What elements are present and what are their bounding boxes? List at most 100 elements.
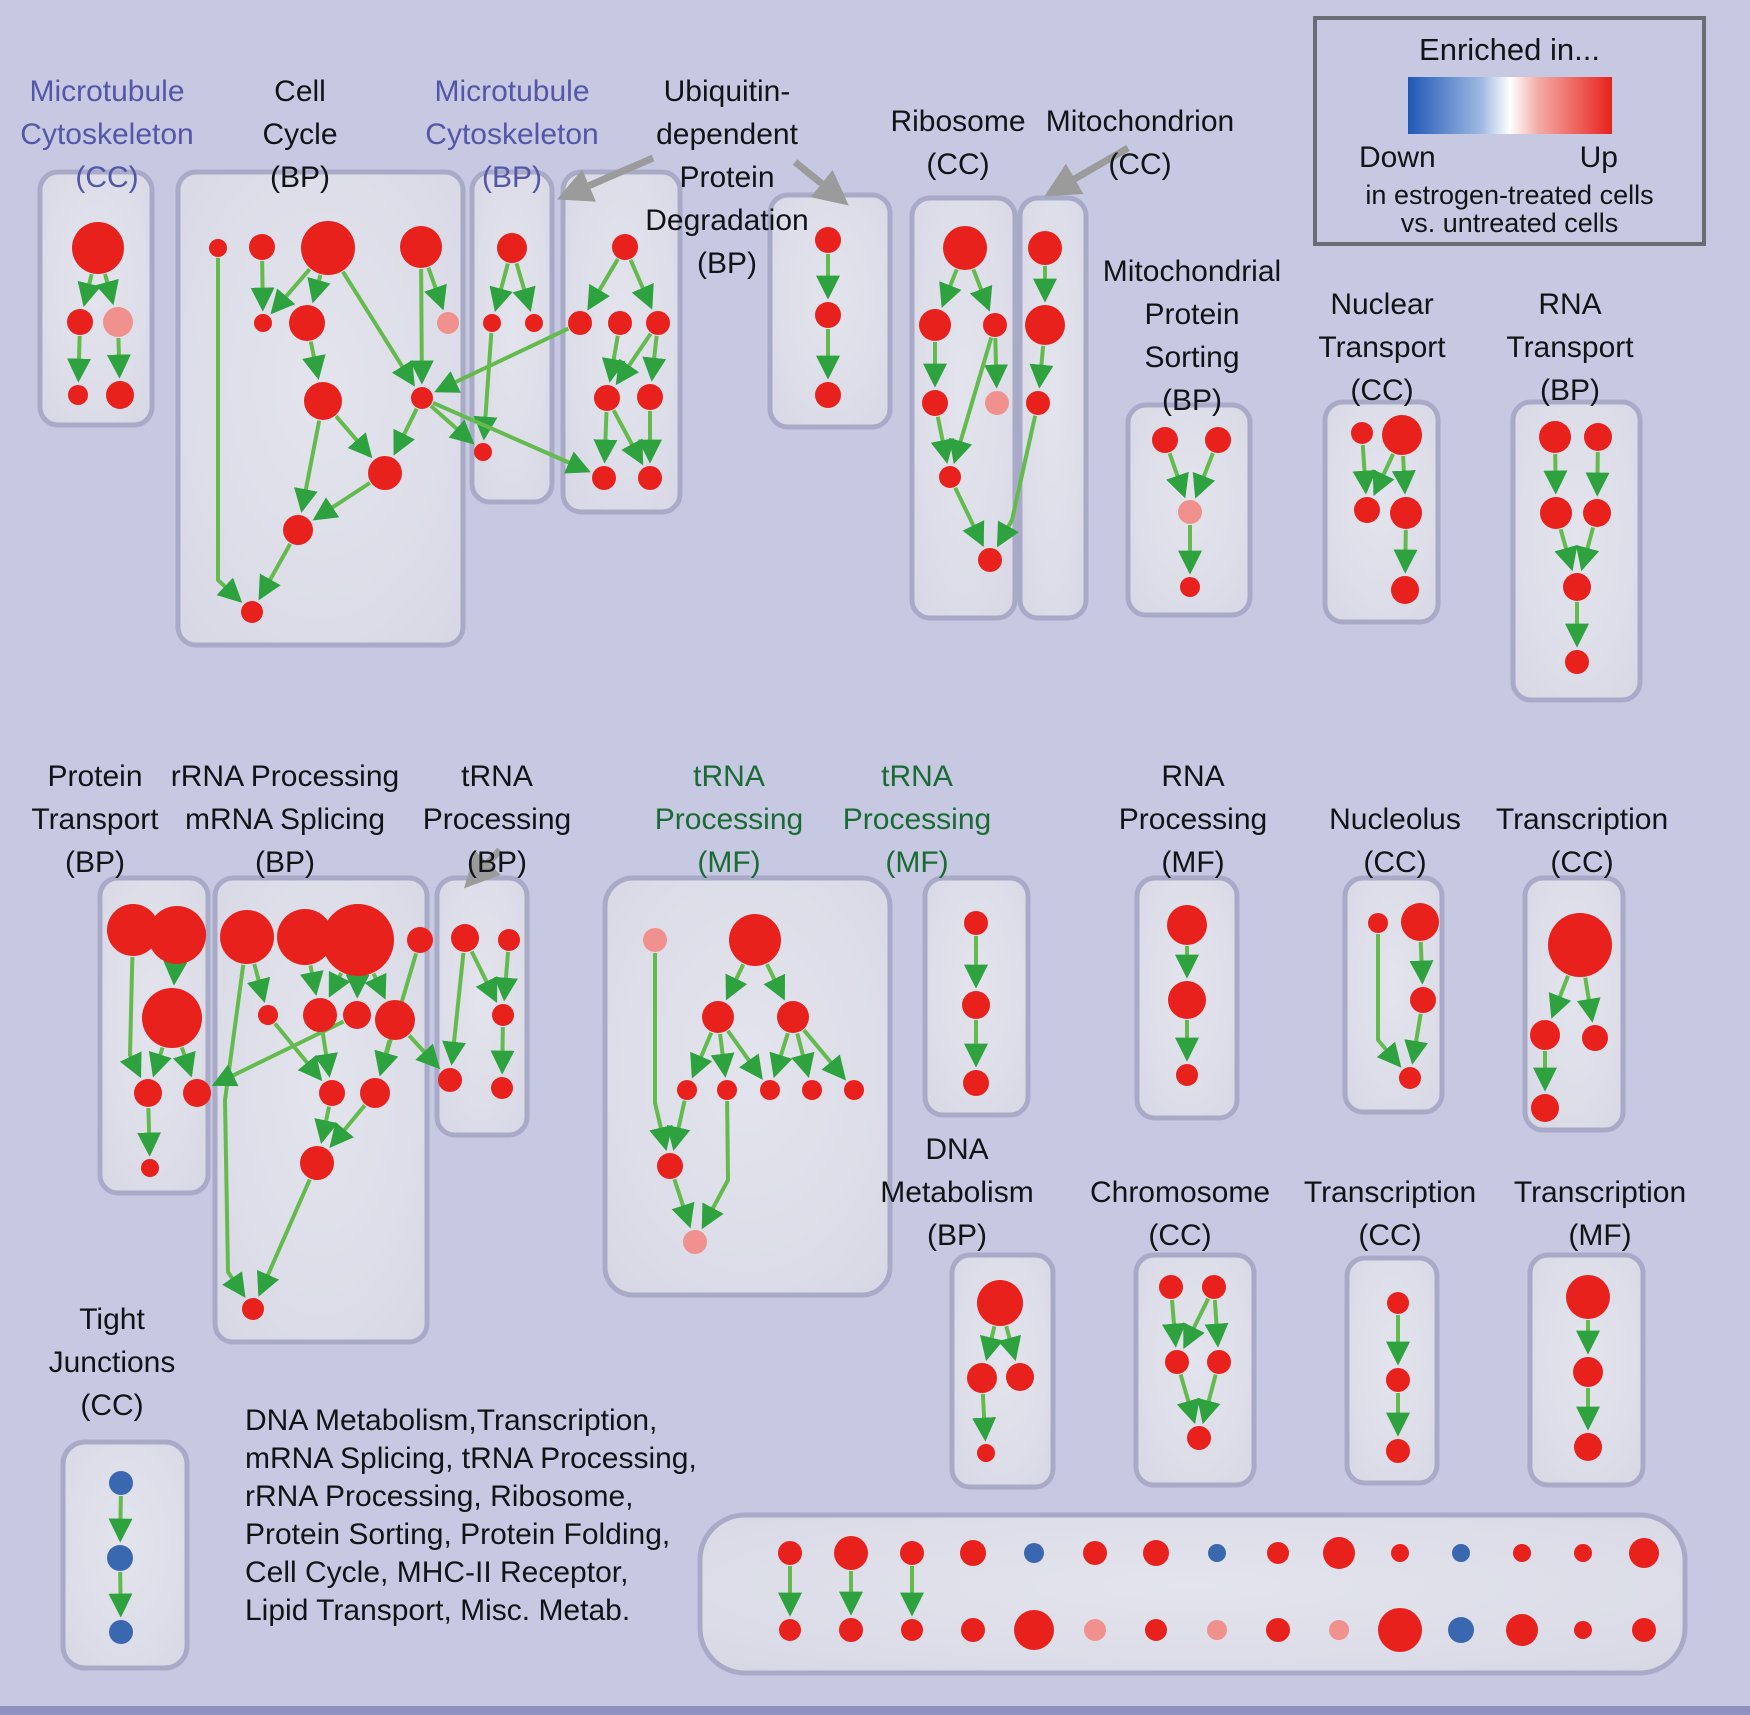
graph-node-mixed-10 xyxy=(1083,1541,1107,1565)
graph-node-ubiq1-1 xyxy=(568,311,592,335)
graph-node-trans_mf-0 xyxy=(1566,1275,1610,1319)
graph-edge xyxy=(432,400,591,474)
graph-node-mixed-15 xyxy=(1207,1620,1227,1640)
graph-node-dna_met-2 xyxy=(1006,1363,1034,1391)
annotation-arrow xyxy=(464,847,503,889)
graph-edge xyxy=(1575,526,1600,572)
graph-edge xyxy=(148,1046,172,1078)
graph-edge xyxy=(1548,975,1572,1019)
graph-node-mixed-20 xyxy=(1391,1544,1409,1562)
graph-edge xyxy=(314,1106,338,1145)
graph-edge xyxy=(601,335,626,383)
graph-node-mixed-7 xyxy=(961,1618,985,1642)
footnote-line: Protein Sorting, Protein Folding, xyxy=(245,1518,671,1551)
graph-edge xyxy=(314,1032,338,1078)
graph-node-trna_mf_big-4 xyxy=(677,1080,697,1100)
graph-edge xyxy=(701,1100,730,1230)
graph-edge xyxy=(424,267,447,311)
graph-edge xyxy=(258,542,292,601)
graph-edge xyxy=(587,258,620,311)
graph-edge xyxy=(593,411,618,464)
graph-node-mixed-14 xyxy=(1208,1544,1226,1562)
graph-node-ribosome-5 xyxy=(939,466,961,488)
graph-edge xyxy=(106,337,131,379)
graph-node-trans_cc_mid-2 xyxy=(1582,1025,1608,1051)
legend-up-label: Up xyxy=(1579,141,1618,174)
graph-node-mixed-25 xyxy=(1506,1614,1538,1646)
graph-edge xyxy=(1183,1297,1211,1350)
graph-node-trna_mf_small-2 xyxy=(963,1070,989,1096)
graph-node-chromosome-2 xyxy=(1165,1350,1189,1374)
graph-node-nucleolus-3 xyxy=(1399,1067,1421,1089)
graph-node-trna_bp-0 xyxy=(451,924,479,952)
graph-edge xyxy=(763,963,786,1001)
graph-node-cell_cycle-2 xyxy=(301,221,355,275)
graph-edges xyxy=(67,254,1610,1618)
graph-node-cell_cycle-4 xyxy=(254,314,272,332)
graph-edge xyxy=(172,1046,196,1078)
graph-node-nuc_trans-0 xyxy=(1351,422,1373,444)
graph-node-ubiq1-0 xyxy=(612,234,638,260)
graph-node-nuc_trans-1 xyxy=(1382,415,1422,455)
figure-bottom-border xyxy=(0,1706,1750,1715)
graph-edge xyxy=(726,1029,763,1080)
graph-edge xyxy=(67,335,91,383)
graph-node-prot_trans-2 xyxy=(142,988,202,1048)
graph-node-dna_met-1 xyxy=(967,1363,997,1393)
footnote-line: Cell Cycle, MHC-II Receptor, xyxy=(245,1556,629,1589)
annotation-arrow xyxy=(792,159,849,206)
graph-edge xyxy=(769,1032,793,1079)
graph-node-mt_bp-3 xyxy=(474,443,492,461)
legend-gradient-bar xyxy=(1407,77,1612,134)
graph-node-mc_cc-2 xyxy=(103,307,133,337)
footnote-line: DNA Metabolism,Transcription, xyxy=(245,1404,658,1437)
graph-node-rna_proc-1 xyxy=(1168,981,1206,1019)
graph-node-ubiq1-3 xyxy=(646,311,670,335)
graph-node-mixed-9 xyxy=(1014,1610,1054,1650)
graph-edge xyxy=(979,1325,1004,1362)
graph-edge xyxy=(690,1031,714,1079)
graph-node-rna_trans-0 xyxy=(1539,421,1571,453)
graph-node-trna_mf_big-10 xyxy=(683,1230,707,1254)
graph-edge xyxy=(409,268,434,385)
graph-node-trna_mf_small-1 xyxy=(962,991,990,1019)
graph-edge xyxy=(300,965,324,996)
graph-edge xyxy=(615,332,653,386)
graph-node-rna_trans-2 xyxy=(1540,497,1572,529)
graph-node-mixed-21 xyxy=(1378,1608,1422,1652)
graph-node-nucleolus-2 xyxy=(1410,987,1436,1013)
graph-edge xyxy=(364,972,387,1000)
graph-node-ubiq1-2 xyxy=(608,311,632,335)
legend-title: Enriched in... xyxy=(1419,32,1600,67)
graph-node-trna_bp-3 xyxy=(438,1068,462,1092)
graph-node-cell_cycle-0 xyxy=(209,239,227,257)
graph-node-trna_mf_big-1 xyxy=(729,914,781,966)
graph-node-rrna-5 xyxy=(303,998,337,1032)
legend-subtitle-2: vs. untreated cells xyxy=(1400,208,1619,238)
graph-node-ribosome-1 xyxy=(919,309,951,341)
graph-node-mixed-28 xyxy=(1629,1538,1659,1568)
graph-node-mito_sort-1 xyxy=(1205,427,1231,453)
cluster-box-chromosome xyxy=(1133,1252,1257,1488)
graph-node-mixed-8 xyxy=(1024,1543,1044,1563)
graph-node-rna_proc-2 xyxy=(1176,1064,1198,1086)
graph-node-cell_cycle-10 xyxy=(283,515,313,545)
graph-node-mixed-11 xyxy=(1084,1619,1106,1641)
graph-node-ubiq2-2 xyxy=(815,382,841,408)
graph-node-mixed-16 xyxy=(1267,1542,1289,1564)
graph-node-trans_cc_mid-1 xyxy=(1530,1020,1560,1050)
graph-edge xyxy=(108,1571,133,1618)
graph-node-trna_mf_big-3 xyxy=(777,1001,809,1033)
graph-edge xyxy=(429,404,475,445)
graph-edge xyxy=(802,1028,847,1081)
legend-down-label: Down xyxy=(1359,141,1436,174)
graph-node-ubiq2-1 xyxy=(815,302,841,328)
graph-edge xyxy=(969,268,993,312)
graph-node-mixed-1 xyxy=(779,1619,801,1641)
graph-node-cell_cycle-1 xyxy=(249,234,275,260)
graph-edge xyxy=(407,1034,441,1070)
graph-edge xyxy=(1176,1373,1200,1425)
graph-edge xyxy=(494,951,518,1002)
graph-node-mixed-19 xyxy=(1329,1620,1349,1640)
